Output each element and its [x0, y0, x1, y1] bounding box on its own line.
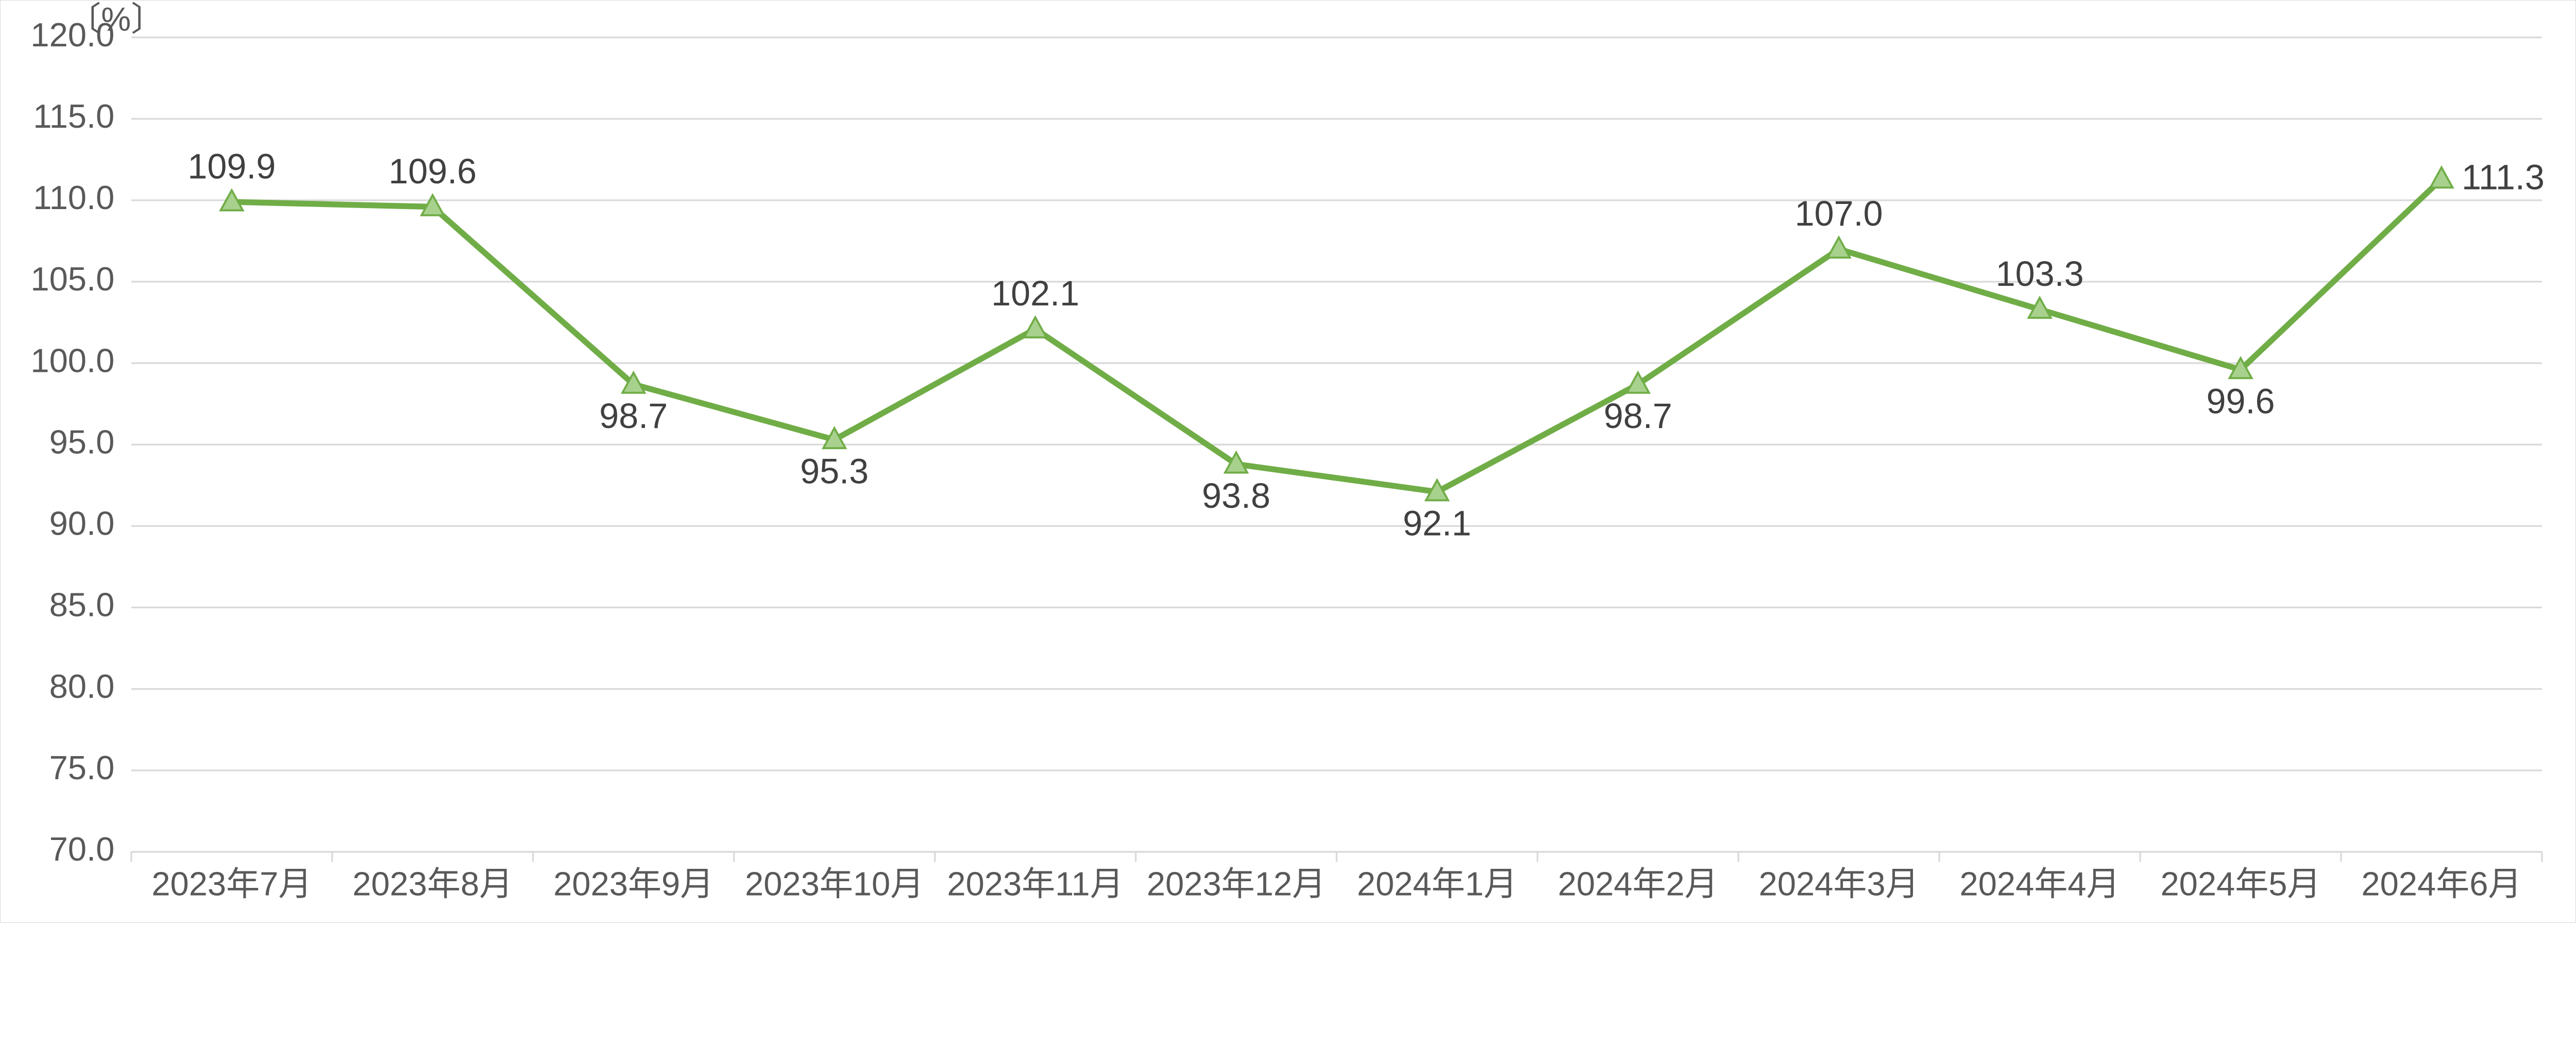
y-tick-label: 95.0: [49, 423, 115, 460]
y-tick-label: 100.0: [30, 341, 114, 379]
y-tick-label: 115.0: [33, 97, 114, 135]
y-tick-label: 75.0: [49, 749, 115, 786]
x-category-label: 2023年12月: [1147, 865, 1326, 903]
data-label: 93.8: [1202, 476, 1270, 516]
y-tick-label: 70.0: [49, 830, 115, 868]
x-category-label: 2023年11月: [947, 865, 1123, 903]
y-tick-label: 80.0: [49, 667, 115, 705]
data-label: 98.7: [1604, 397, 1672, 436]
y-tick-label: 110.0: [33, 179, 114, 216]
data-label: 99.6: [2207, 382, 2275, 421]
chart-svg: 70.0 75.0 80.0 85.0 90.0 95.0 100.0 105.0 110.0 1…: [1, 1, 2575, 922]
data-label: 107.0: [1795, 194, 1883, 233]
x-category-label: 2023年7月: [151, 865, 312, 903]
y-tick-label: 105.0: [30, 260, 114, 298]
x-category-label: 2023年8月: [352, 865, 513, 903]
x-category-label: 2024年3月: [1759, 865, 1919, 903]
y-axis-unit-label: 〔%〕: [67, 1, 164, 38]
x-category-label: 2024年6月: [2361, 865, 2521, 903]
x-category-label: 2024年4月: [1960, 865, 2120, 903]
data-label: 111.3: [2462, 158, 2545, 197]
x-category-label: 2023年9月: [553, 865, 714, 903]
data-label: 98.7: [599, 397, 668, 436]
data-label: 109.6: [388, 152, 477, 191]
y-tick-label: 85.0: [49, 586, 115, 624]
y-tick-label: 90.0: [49, 505, 115, 542]
x-category-label: 2023年10月: [745, 865, 924, 903]
x-category-label: 2024年1月: [1357, 865, 1517, 903]
data-label: 102.1: [991, 274, 1079, 313]
data-label: 95.3: [800, 452, 869, 491]
line-chart: 70.0 75.0 80.0 85.0 90.0 95.0 100.0 105.0 110.0 1…: [0, 0, 2576, 923]
data-label: 109.9: [188, 147, 276, 186]
data-label: 103.3: [1996, 254, 2084, 294]
x-category-label: 2024年2月: [1558, 865, 1718, 903]
x-category-label: 2024年5月: [2160, 865, 2320, 903]
data-label: 92.1: [1403, 504, 1471, 543]
